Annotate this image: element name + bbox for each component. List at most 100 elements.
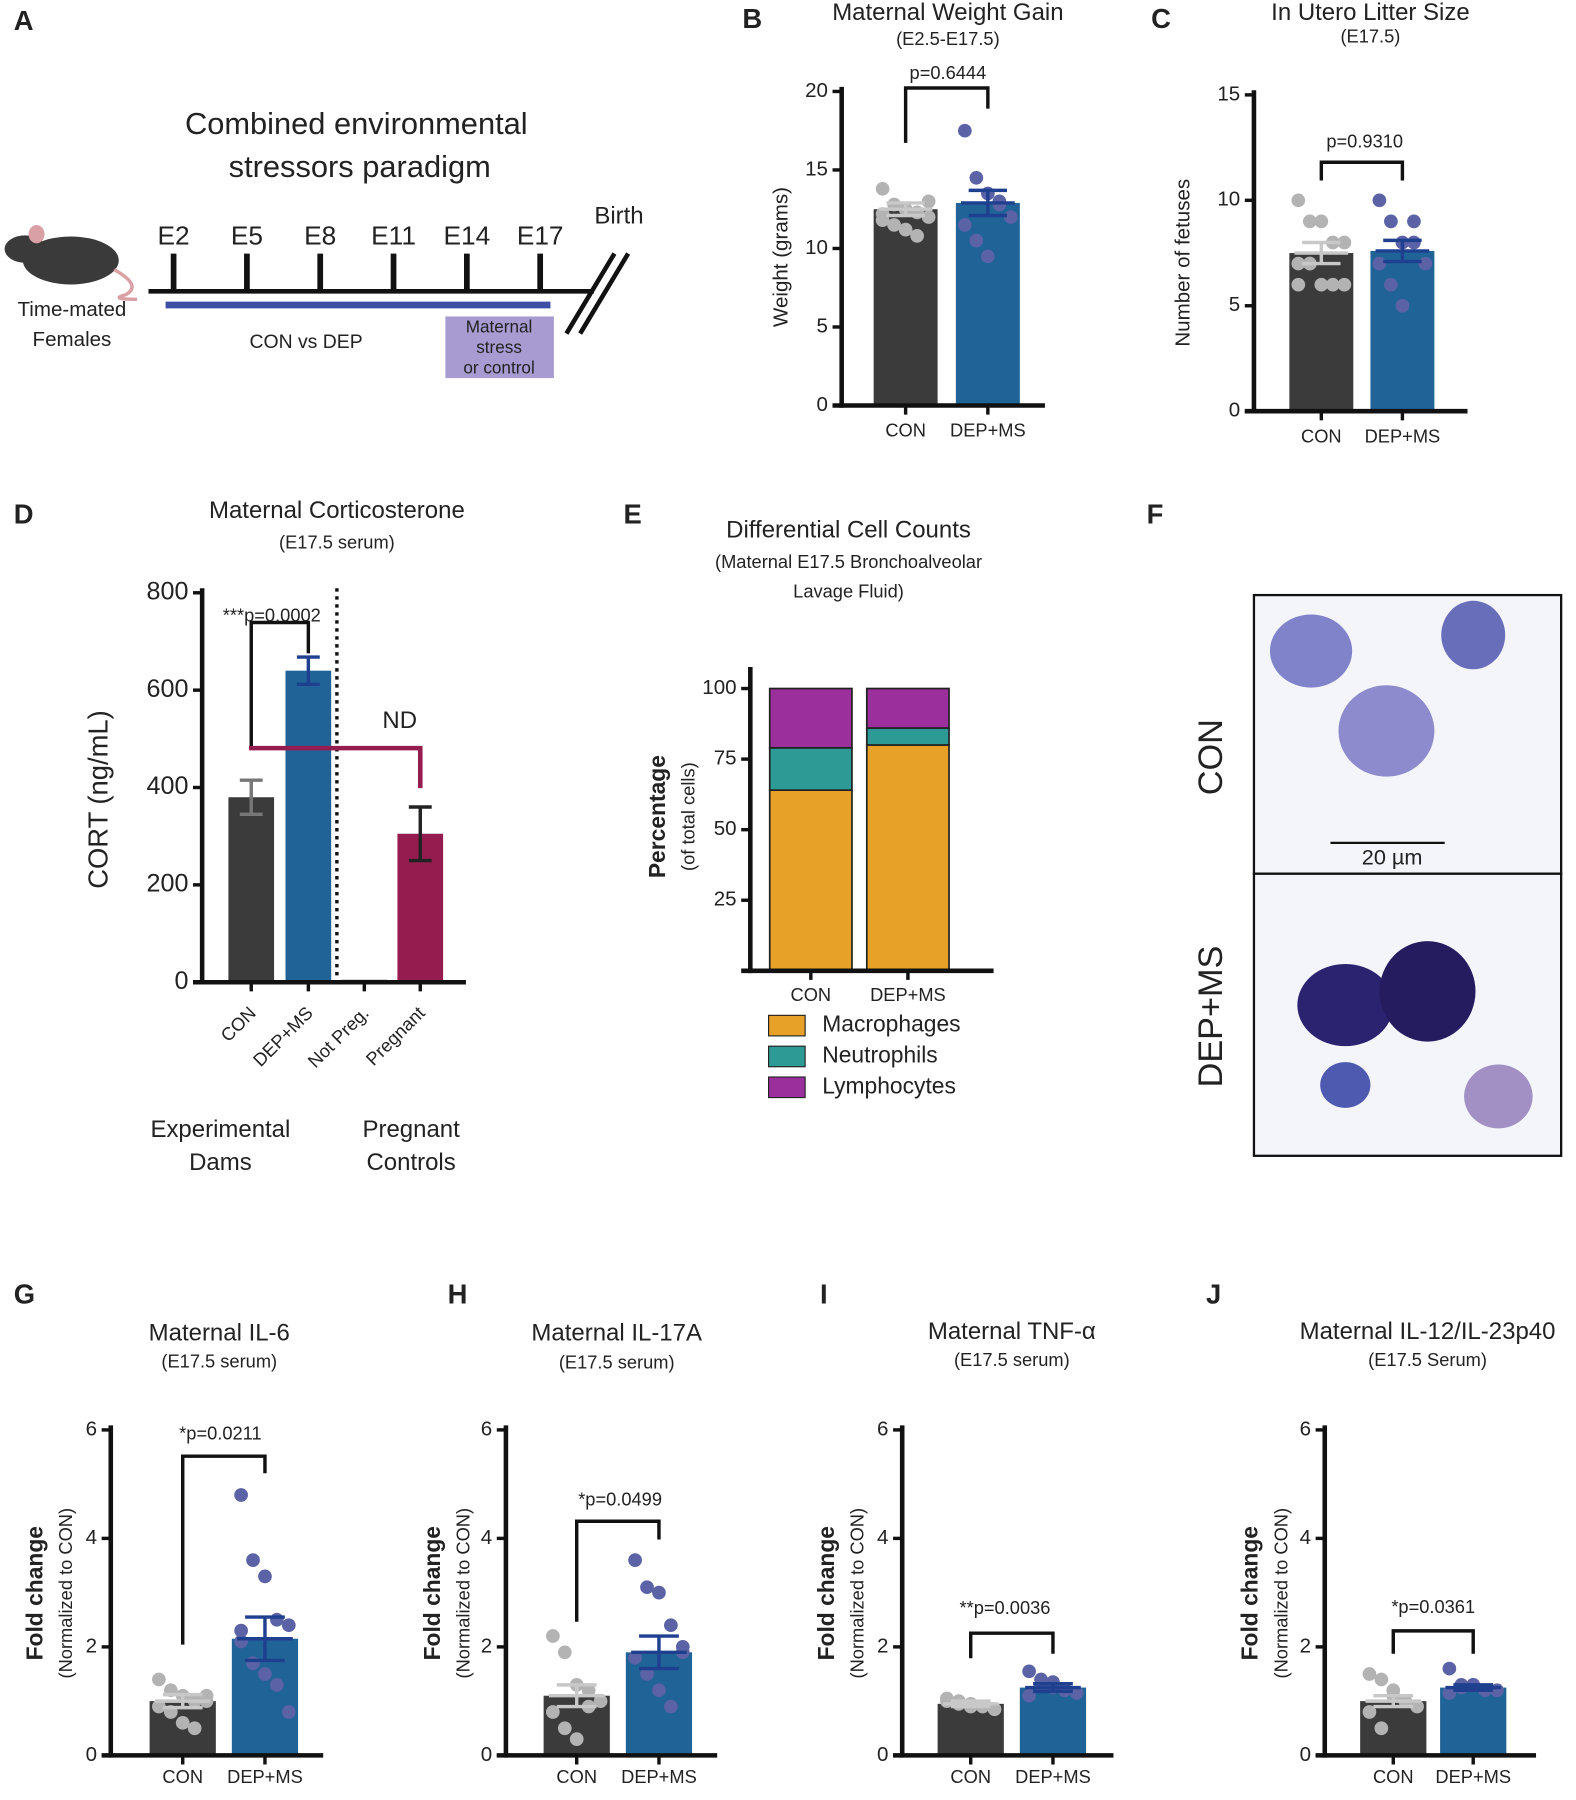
error-bar bbox=[548, 1683, 605, 1709]
data-point bbox=[957, 218, 972, 232]
error-bar bbox=[239, 778, 263, 816]
timepoint-label: E11 bbox=[371, 221, 416, 251]
data-point bbox=[1362, 1705, 1377, 1719]
chart-title: Maternal Corticosterone bbox=[209, 497, 465, 524]
significance-bracket bbox=[1391, 1629, 1475, 1654]
data-point bbox=[593, 1694, 608, 1708]
significance-bracket bbox=[903, 86, 990, 143]
data-point bbox=[557, 1645, 572, 1660]
data-point bbox=[1410, 1699, 1424, 1714]
significance-bracket bbox=[1319, 160, 1405, 181]
error-bar bbox=[154, 1692, 211, 1710]
panel-label: F bbox=[1147, 499, 1164, 530]
y-tick-label: 5 bbox=[1229, 293, 1240, 316]
data-point bbox=[1302, 214, 1317, 229]
x-tick-label: DEP+MS bbox=[950, 420, 1026, 441]
data-point bbox=[652, 1585, 666, 1600]
chart-subtitle: (E2.5-E17.5) bbox=[896, 28, 1000, 49]
break-mark bbox=[564, 252, 617, 335]
x-tick-label: DEP+MS bbox=[227, 1766, 303, 1787]
y-axis-label: Percentage bbox=[644, 755, 670, 878]
chart-title: In Utero Litter Size bbox=[1271, 0, 1470, 26]
animal-label: Females bbox=[33, 328, 112, 351]
data-point bbox=[969, 170, 984, 185]
data-point bbox=[969, 233, 984, 248]
micrograph: 20 µm CON DEP+MS bbox=[1192, 593, 1563, 1157]
data-point bbox=[1372, 256, 1387, 271]
data-point bbox=[175, 1715, 190, 1730]
data-point bbox=[675, 1640, 690, 1654]
data-point bbox=[910, 229, 924, 243]
scale-label: 20 µm bbox=[1362, 845, 1423, 870]
group-label: Pregnant bbox=[362, 1116, 460, 1143]
p-value: *p=0.0361 bbox=[1391, 1596, 1475, 1617]
chart-subtitle: (E17.5 serum) bbox=[559, 1351, 675, 1372]
y-tick-label: 15 bbox=[1217, 82, 1240, 105]
y-axis-label: Fold change bbox=[1237, 1526, 1263, 1660]
box-label: stress bbox=[476, 337, 522, 357]
x-tick-label: CON bbox=[1373, 1766, 1414, 1787]
error-bar bbox=[1294, 240, 1349, 266]
data-point bbox=[981, 249, 995, 264]
bar-segment bbox=[865, 687, 950, 729]
data-point bbox=[1372, 193, 1387, 208]
p-value: *p=0.0499 bbox=[578, 1489, 662, 1510]
error-bar bbox=[1365, 1693, 1422, 1709]
y-tick-label: 4 bbox=[1300, 1526, 1311, 1549]
group-label: Controls bbox=[366, 1149, 455, 1176]
x-tick-label: CON bbox=[885, 420, 926, 441]
x-tick-label: CON bbox=[1301, 425, 1342, 446]
data-point bbox=[921, 210, 936, 224]
row-label: DEP+MS bbox=[1192, 946, 1230, 1088]
data-point bbox=[1022, 1664, 1036, 1679]
y-axis-label: (of total cells) bbox=[678, 762, 699, 871]
stress-box bbox=[445, 316, 554, 379]
data-point bbox=[640, 1580, 654, 1595]
p-value: p=0.6444 bbox=[910, 62, 987, 83]
error-bar bbox=[408, 805, 432, 863]
y-tick-label: 75 bbox=[714, 747, 737, 770]
data-point bbox=[1291, 277, 1306, 292]
y-tick-label: 4 bbox=[481, 1526, 492, 1549]
data-point bbox=[1374, 1721, 1389, 1736]
data-point bbox=[281, 1705, 296, 1719]
p-value: **p=0.0036 bbox=[960, 1597, 1051, 1618]
y-tick-label: 0 bbox=[1229, 399, 1240, 422]
panel-label: B bbox=[742, 3, 762, 34]
chart-subtitle: (Maternal E17.5 Bronchoalveolar bbox=[715, 551, 982, 572]
bar-segment bbox=[768, 687, 853, 749]
timepoint-label: E5 bbox=[231, 221, 263, 251]
chart-title: Maternal IL-6 bbox=[149, 1319, 290, 1346]
significance-bracket bbox=[249, 620, 311, 749]
data-point bbox=[246, 1656, 260, 1671]
data-point bbox=[640, 1667, 654, 1681]
data-point bbox=[246, 1553, 260, 1567]
p-value: ***p=0.0002 bbox=[223, 605, 321, 626]
diagram-title: stressors paradigm bbox=[229, 149, 491, 184]
break-mark bbox=[578, 252, 631, 335]
y-tick-label: 600 bbox=[147, 675, 189, 703]
y-axis-label: Weight (grams) bbox=[770, 187, 793, 327]
data-point bbox=[1337, 235, 1352, 250]
data-point bbox=[887, 218, 901, 232]
data-point bbox=[258, 1569, 272, 1584]
y-tick-label: 2 bbox=[1300, 1634, 1311, 1657]
cell bbox=[1441, 600, 1506, 670]
timepoint-label: E14 bbox=[444, 221, 491, 251]
cell bbox=[1338, 685, 1435, 777]
cell bbox=[1464, 1064, 1533, 1129]
data-point bbox=[1069, 1686, 1084, 1700]
data-point bbox=[628, 1553, 642, 1567]
error-bar bbox=[237, 1615, 293, 1663]
mouse-body bbox=[22, 236, 119, 285]
timepoints: E2 E5 E8 E11 E14 E17 bbox=[158, 221, 564, 292]
y-tick-label: 5 bbox=[817, 314, 828, 337]
data-point bbox=[628, 1650, 642, 1665]
x-tick-label: CON bbox=[556, 1766, 597, 1787]
data-point bbox=[152, 1699, 166, 1714]
y-tick-label: 4 bbox=[877, 1526, 888, 1549]
y-tick-label: 4 bbox=[86, 1526, 97, 1549]
x-tick-label: CON bbox=[950, 1766, 991, 1787]
end-label: Birth bbox=[594, 202, 643, 229]
error-bar bbox=[960, 188, 1015, 218]
